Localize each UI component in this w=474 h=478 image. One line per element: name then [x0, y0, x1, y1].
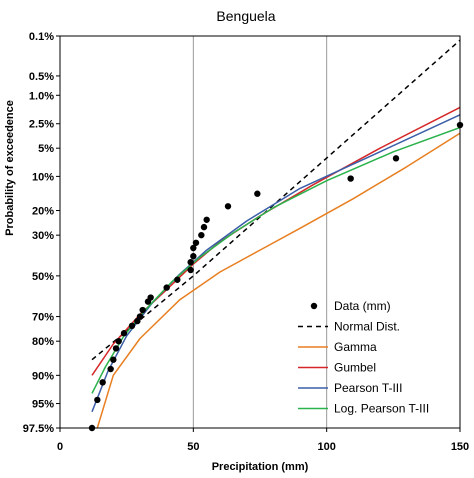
y-tick-label: 0.1%: [29, 31, 54, 43]
plot-frame: [59, 35, 461, 429]
data-point: [94, 396, 101, 404]
legend-label-data-mm: Data (mm): [334, 299, 391, 313]
legend-label-gamma: Gamma: [334, 340, 377, 354]
data-point: [190, 244, 197, 252]
y-tick-label: 70%: [32, 312, 54, 324]
y-tick-label: 90%: [32, 370, 54, 382]
data-point: [203, 216, 210, 223]
y-axis-label: Probability of exceedence: [4, 100, 16, 236]
y-tick-label: 1.0%: [29, 90, 54, 102]
series-normal-dist: [91, 39, 461, 361]
chart-title: Benguela: [216, 8, 275, 24]
data-point: [200, 223, 208, 231]
legend-label-normal-dist: Normal Dist.: [334, 320, 400, 334]
data-point: [147, 294, 154, 301]
data-point: [392, 155, 400, 162]
data-point: [347, 175, 354, 182]
data-point: [174, 276, 181, 283]
x-axis-ticks: 0 50 100 150: [57, 428, 469, 453]
data-point: [139, 306, 146, 314]
legend-label-pearson-t-iii: Pearson T-III: [334, 381, 402, 395]
y-tick-label: 95%: [32, 399, 54, 411]
y-tick-label: 2.5%: [29, 119, 54, 131]
data-point: [99, 379, 106, 386]
x-tick-label: 100: [317, 441, 335, 453]
data-point: [187, 266, 194, 274]
grid: [192, 36, 328, 428]
data-point: [192, 239, 200, 246]
x-axis-label: Precipitation (mm): [212, 461, 309, 473]
x-tick-label: 50: [187, 441, 199, 453]
data-point: [254, 190, 261, 197]
legend-label-log-pearson-t-iii: Log. Pearson T-III: [334, 402, 429, 416]
y-tick-label: 80%: [32, 336, 54, 348]
data-point: [198, 231, 205, 239]
data-point: [107, 365, 114, 373]
legend-swatch-data: [310, 302, 318, 310]
data-point: [136, 313, 144, 320]
y-tick-label: 20%: [32, 206, 54, 218]
data-point: [163, 284, 170, 291]
legend: Data (mm) Normal Dist. Gamma Gumbel Pearson …: [298, 299, 429, 416]
x-tick-label: 150: [451, 441, 469, 453]
legend-label-gumbel: Gumbel: [334, 361, 376, 375]
series-gamma: [96, 132, 461, 429]
y-tick-label: 50%: [32, 271, 54, 283]
y-tick-label: 0.5%: [29, 71, 54, 83]
data-point: [187, 258, 194, 266]
data-point: [120, 330, 128, 337]
data-points: [88, 121, 464, 432]
y-tick-label: 10%: [32, 171, 54, 183]
data-point: [112, 345, 120, 352]
data-point: [224, 203, 232, 210]
y-tick-label: 5%: [38, 143, 54, 155]
data-point: [110, 356, 117, 363]
y-axis-ticks: 0.1% 0.5% 1.0% 2.5% 5% 10% 20% 30% 50% 70% 80% 90% 9…: [23, 31, 60, 435]
data-point: [128, 322, 136, 330]
series-pearson-t-iii: [91, 114, 461, 413]
x-tick-label: 0: [57, 441, 63, 453]
y-tick-label: 30%: [32, 230, 54, 242]
y-tick-label: 97.5%: [23, 423, 54, 435]
data-point: [190, 253, 197, 260]
series-layer: [91, 39, 461, 429]
data-point: [115, 337, 122, 345]
